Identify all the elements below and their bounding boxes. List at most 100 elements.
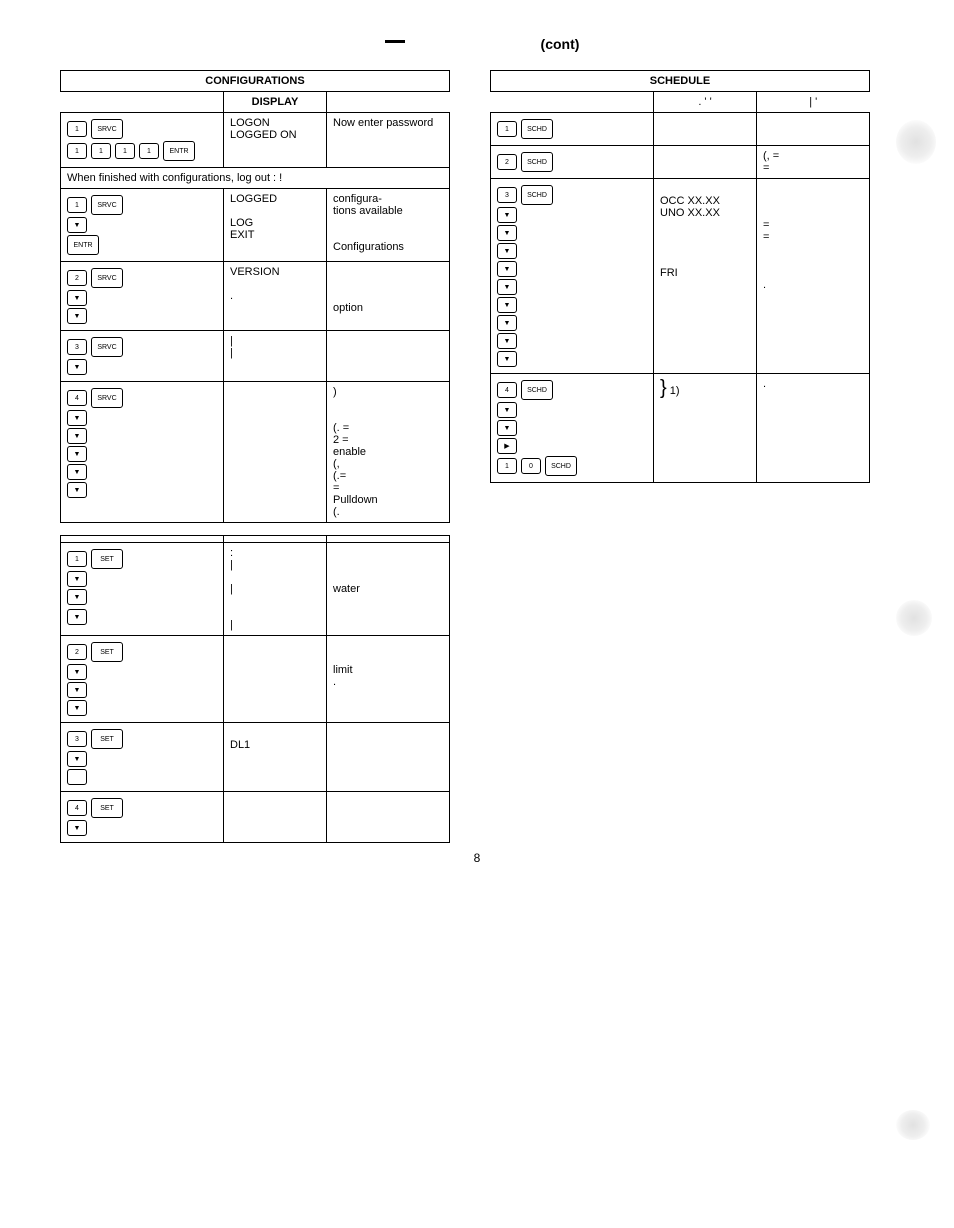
key-button[interactable]: 1 <box>139 143 159 159</box>
arrow-down-icon[interactable] <box>497 243 517 259</box>
key-button[interactable]: SCHD <box>521 119 553 139</box>
key-row: 1111ENTR <box>67 141 217 161</box>
arrow-down-icon[interactable] <box>497 207 517 223</box>
arrow-down-icon[interactable] <box>497 297 517 313</box>
keys-cell: 2SRVC <box>61 262 224 331</box>
arrow-down-icon[interactable] <box>67 682 87 698</box>
key-button[interactable]: SRVC <box>91 337 123 357</box>
arrow-down-icon[interactable] <box>67 217 87 233</box>
key-row <box>497 315 647 331</box>
key-button[interactable]: SCHD <box>521 185 553 205</box>
key-button[interactable]: 3 <box>67 339 87 355</box>
notes-cell <box>327 792 450 843</box>
arrow-down-icon[interactable] <box>67 308 87 324</box>
key-button[interactable]: SET <box>91 798 123 818</box>
left-column: CONFIGURATIONS DISPLAY 1SRVC1111ENTRLOGO… <box>60 70 450 855</box>
brace-icon: } <box>660 377 667 399</box>
arrow-down-icon[interactable] <box>497 315 517 331</box>
blank-key[interactable] <box>67 769 87 785</box>
arrow-down-icon[interactable] <box>497 420 517 436</box>
key-button[interactable]: SET <box>91 642 123 662</box>
arrow-down-icon[interactable] <box>67 290 87 306</box>
arrow-down-icon[interactable] <box>497 261 517 277</box>
key-row <box>67 751 217 767</box>
display-cell: DL1 <box>224 723 327 792</box>
keys-cell: 3SCHD <box>491 179 654 374</box>
keys-cell: 1SCHD <box>491 113 654 146</box>
key-button[interactable]: 4 <box>497 382 517 398</box>
key-button[interactable]: SRVC <box>91 388 123 408</box>
key-button[interactable]: 1 <box>497 121 517 137</box>
display-cell <box>224 792 327 843</box>
keys-cell: 1SRVC1111ENTR <box>61 113 224 168</box>
key-button[interactable]: 2 <box>67 270 87 286</box>
arrow-down-icon[interactable] <box>67 482 87 498</box>
key-button[interactable]: 4 <box>67 390 87 406</box>
key-button[interactable]: 0 <box>521 458 541 474</box>
blank-header <box>327 92 450 113</box>
key-button[interactable]: ENTR <box>163 141 195 161</box>
key-button[interactable]: SRVC <box>91 195 123 215</box>
key-button[interactable]: SRVC <box>91 268 123 288</box>
display-cell: VERSION . <box>224 262 327 331</box>
keys-cell: 1SET <box>61 543 224 636</box>
arrow-down-icon[interactable] <box>67 820 87 836</box>
arrow-down-icon[interactable] <box>497 333 517 349</box>
key-button[interactable]: 2 <box>67 644 87 660</box>
key-button[interactable]: 3 <box>497 187 517 203</box>
key-button[interactable]: SET <box>91 549 123 569</box>
key-row <box>497 225 647 241</box>
key-button[interactable]: 3 <box>67 731 87 747</box>
smudge-icon <box>896 600 932 636</box>
key-button[interactable]: 1 <box>91 143 111 159</box>
smudge-icon <box>896 120 936 164</box>
arrow-down-icon[interactable] <box>67 571 87 587</box>
key-row <box>497 243 647 259</box>
key-button[interactable]: ENTR <box>67 235 99 255</box>
key-button[interactable]: 1 <box>67 143 87 159</box>
keys-cell: 2SET <box>61 636 224 723</box>
arrow-down-icon[interactable] <box>67 428 87 444</box>
arrow-down-icon[interactable] <box>67 664 87 680</box>
arrow-down-icon[interactable] <box>67 589 87 605</box>
notes-cell <box>327 331 450 382</box>
config-title: CONFIGURATIONS <box>61 71 450 92</box>
keys-cell: 3SRVC <box>61 331 224 382</box>
key-button[interactable]: SCHD <box>545 456 577 476</box>
page-root: (cont) CONFIGURATIONS DISPLAY 1SRVC1111E… <box>0 0 954 875</box>
keys-cell: 3SET <box>61 723 224 792</box>
key-row: 1SRVC <box>67 119 217 139</box>
arrow-right-icon[interactable] <box>497 438 517 454</box>
display-cell: | | <box>224 331 327 382</box>
arrow-down-icon[interactable] <box>67 751 87 767</box>
display-cell: OCC XX.XX UNO XX.XX FRI <box>654 179 757 374</box>
key-button[interactable]: SCHD <box>521 380 553 400</box>
arrow-down-icon[interactable] <box>497 279 517 295</box>
key-row: 1SRVC <box>67 195 217 215</box>
key-button[interactable]: 1 <box>67 197 87 213</box>
arrow-down-icon[interactable] <box>67 700 87 716</box>
key-button[interactable]: 1 <box>497 458 517 474</box>
arrow-down-icon[interactable] <box>67 446 87 462</box>
arrow-down-icon[interactable] <box>67 359 87 375</box>
arrow-down-icon[interactable] <box>497 402 517 418</box>
key-button[interactable]: 1 <box>115 143 135 159</box>
key-row <box>67 410 217 426</box>
schedule-marks: . ' ' <box>654 92 757 113</box>
notes-cell: water <box>327 543 450 636</box>
key-button[interactable]: 1 <box>67 551 87 567</box>
key-button[interactable]: 2 <box>497 154 517 170</box>
key-button[interactable]: SCHD <box>521 152 553 172</box>
key-row <box>497 261 647 277</box>
arrow-down-icon[interactable] <box>67 609 87 625</box>
key-button[interactable]: 4 <box>67 800 87 816</box>
key-button[interactable]: SET <box>91 729 123 749</box>
arrow-down-icon[interactable] <box>497 351 517 367</box>
arrow-down-icon[interactable] <box>497 225 517 241</box>
arrow-down-icon[interactable] <box>67 410 87 426</box>
arrow-down-icon[interactable] <box>67 464 87 480</box>
key-button[interactable]: 1 <box>67 121 87 137</box>
schedule-title: SCHEDULE <box>491 71 870 92</box>
key-row: ENTR <box>67 235 217 255</box>
key-button[interactable]: SRVC <box>91 119 123 139</box>
